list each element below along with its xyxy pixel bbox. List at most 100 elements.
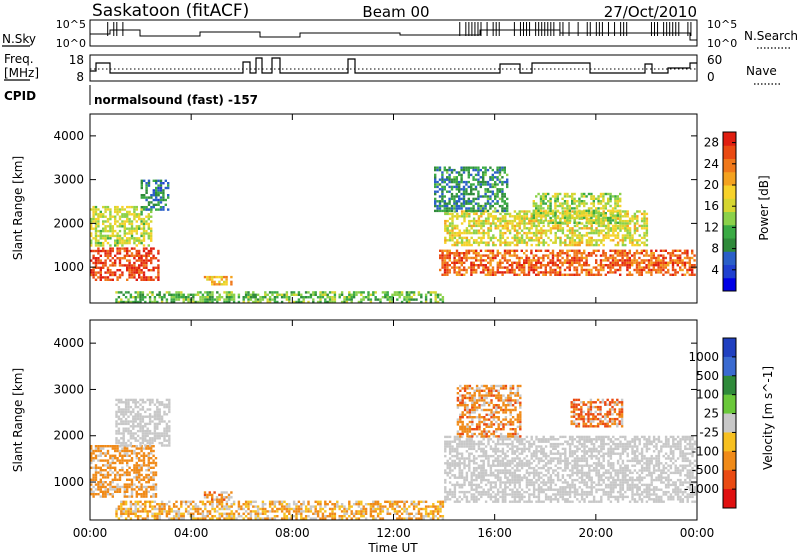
- echo-cell: [475, 271, 478, 274]
- echo-cell: [151, 512, 154, 515]
- echo-cell: [135, 269, 138, 272]
- echo-cell: [127, 444, 130, 447]
- echo-cell: [592, 202, 595, 205]
- echo-cell: [151, 437, 154, 440]
- echo-cell: [254, 296, 257, 299]
- echo-cell: [126, 232, 129, 235]
- echo-cell: [140, 241, 143, 245]
- echo-cell: [443, 256, 447, 260]
- echo-cell: [494, 185, 497, 189]
- echo-cell: [434, 515, 437, 518]
- echo-cell: [189, 293, 193, 296]
- echo-cell: [477, 252, 480, 255]
- echo-cell: [458, 256, 461, 260]
- echo-cell: [158, 510, 161, 513]
- echo-cell: [97, 217, 100, 221]
- echo-cell: [482, 264, 485, 267]
- echo-cell: [156, 408, 159, 411]
- echo-cell: [106, 278, 110, 281]
- echo-cell: [350, 293, 353, 296]
- echo-cell: [477, 202, 480, 205]
- echo-cell: [537, 221, 540, 224]
- echo-cell: [128, 471, 131, 474]
- echo-cell: [619, 273, 622, 276]
- echo-cell: [465, 471, 469, 475]
- echo-cell: [147, 254, 150, 257]
- echo-cell: [671, 266, 675, 269]
- echo-cell: [288, 296, 291, 299]
- echo-cell: [118, 261, 122, 265]
- echo-cell: [506, 252, 509, 255]
- echo-cell: [496, 266, 499, 269]
- echo-cell: [97, 234, 100, 238]
- echo-cell: [147, 232, 150, 235]
- echo-cell: [285, 291, 289, 294]
- echo-cell: [417, 291, 421, 294]
- echo-cell: [177, 512, 181, 515]
- echo-cell: [114, 244, 117, 247]
- echo-cell: [278, 293, 281, 296]
- echo-cell: [106, 257, 110, 260]
- echo-cell: [463, 483, 466, 487]
- echo-cell: [199, 296, 202, 299]
- echo-cell: [355, 517, 358, 520]
- echo-cell: [443, 254, 447, 257]
- echo-cell: [482, 266, 485, 269]
- echo-cell: [297, 300, 301, 303]
- echo-cell: [592, 243, 596, 247]
- echo-cell: [92, 220, 95, 223]
- echo-cell: [573, 224, 577, 228]
- echo-cell: [168, 512, 171, 515]
- echo-cell: [571, 264, 574, 267]
- echo-cell: [638, 273, 641, 276]
- echo-cell: [518, 268, 521, 272]
- echo-cell: [163, 296, 166, 299]
- echo-cell: [147, 217, 150, 221]
- echo-cell: [436, 166, 439, 169]
- echo-cell: [135, 454, 138, 457]
- echo-cell: [120, 505, 123, 508]
- echo-cell: [261, 298, 265, 301]
- echo-cell: [585, 212, 588, 215]
- echo-cell: [636, 243, 639, 247]
- echo-cell: [150, 208, 153, 211]
- echo-cell: [136, 413, 140, 416]
- echo-cell: [456, 483, 459, 487]
- colorbar-swatch: [723, 211, 736, 226]
- echo-cell: [152, 191, 155, 194]
- echo-cell: [104, 445, 107, 448]
- echo-cell: [549, 227, 553, 230]
- echo-cell: [417, 517, 421, 520]
- echo-cell: [204, 298, 207, 301]
- echo-cell: [141, 434, 145, 438]
- echo-cell: [520, 210, 524, 213]
- echo-cell: [163, 405, 166, 409]
- echo-cell: [145, 257, 148, 260]
- echo-cell: [487, 266, 490, 269]
- echo-cell: [460, 454, 464, 458]
- echo-cell: [99, 481, 102, 484]
- echo-cell: [175, 298, 178, 301]
- echo-cell: [165, 413, 169, 416]
- echo-cell: [429, 512, 433, 515]
- echo-cell: [152, 495, 155, 498]
- echo-cell: [220, 491, 223, 494]
- echo-cell: [424, 298, 428, 301]
- echo-cell: [121, 271, 124, 274]
- echo-cell: [477, 222, 481, 225]
- echo-cell: [489, 190, 492, 193]
- echo-cell: [472, 217, 476, 220]
- echo-cell: [443, 207, 446, 210]
- echo-cell: [126, 252, 129, 255]
- echo-cell: [415, 298, 418, 301]
- echo-cell: [554, 271, 557, 274]
- echo-cell: [604, 252, 607, 255]
- echo-cell: [499, 271, 502, 274]
- echo-cell: [499, 217, 502, 220]
- echo-cell: [154, 257, 158, 260]
- echo-cell: [153, 417, 157, 421]
- echo-cell: [374, 507, 377, 511]
- echo-cell: [571, 259, 574, 262]
- echo-cell: [146, 422, 149, 426]
- echo-cell: [167, 208, 170, 211]
